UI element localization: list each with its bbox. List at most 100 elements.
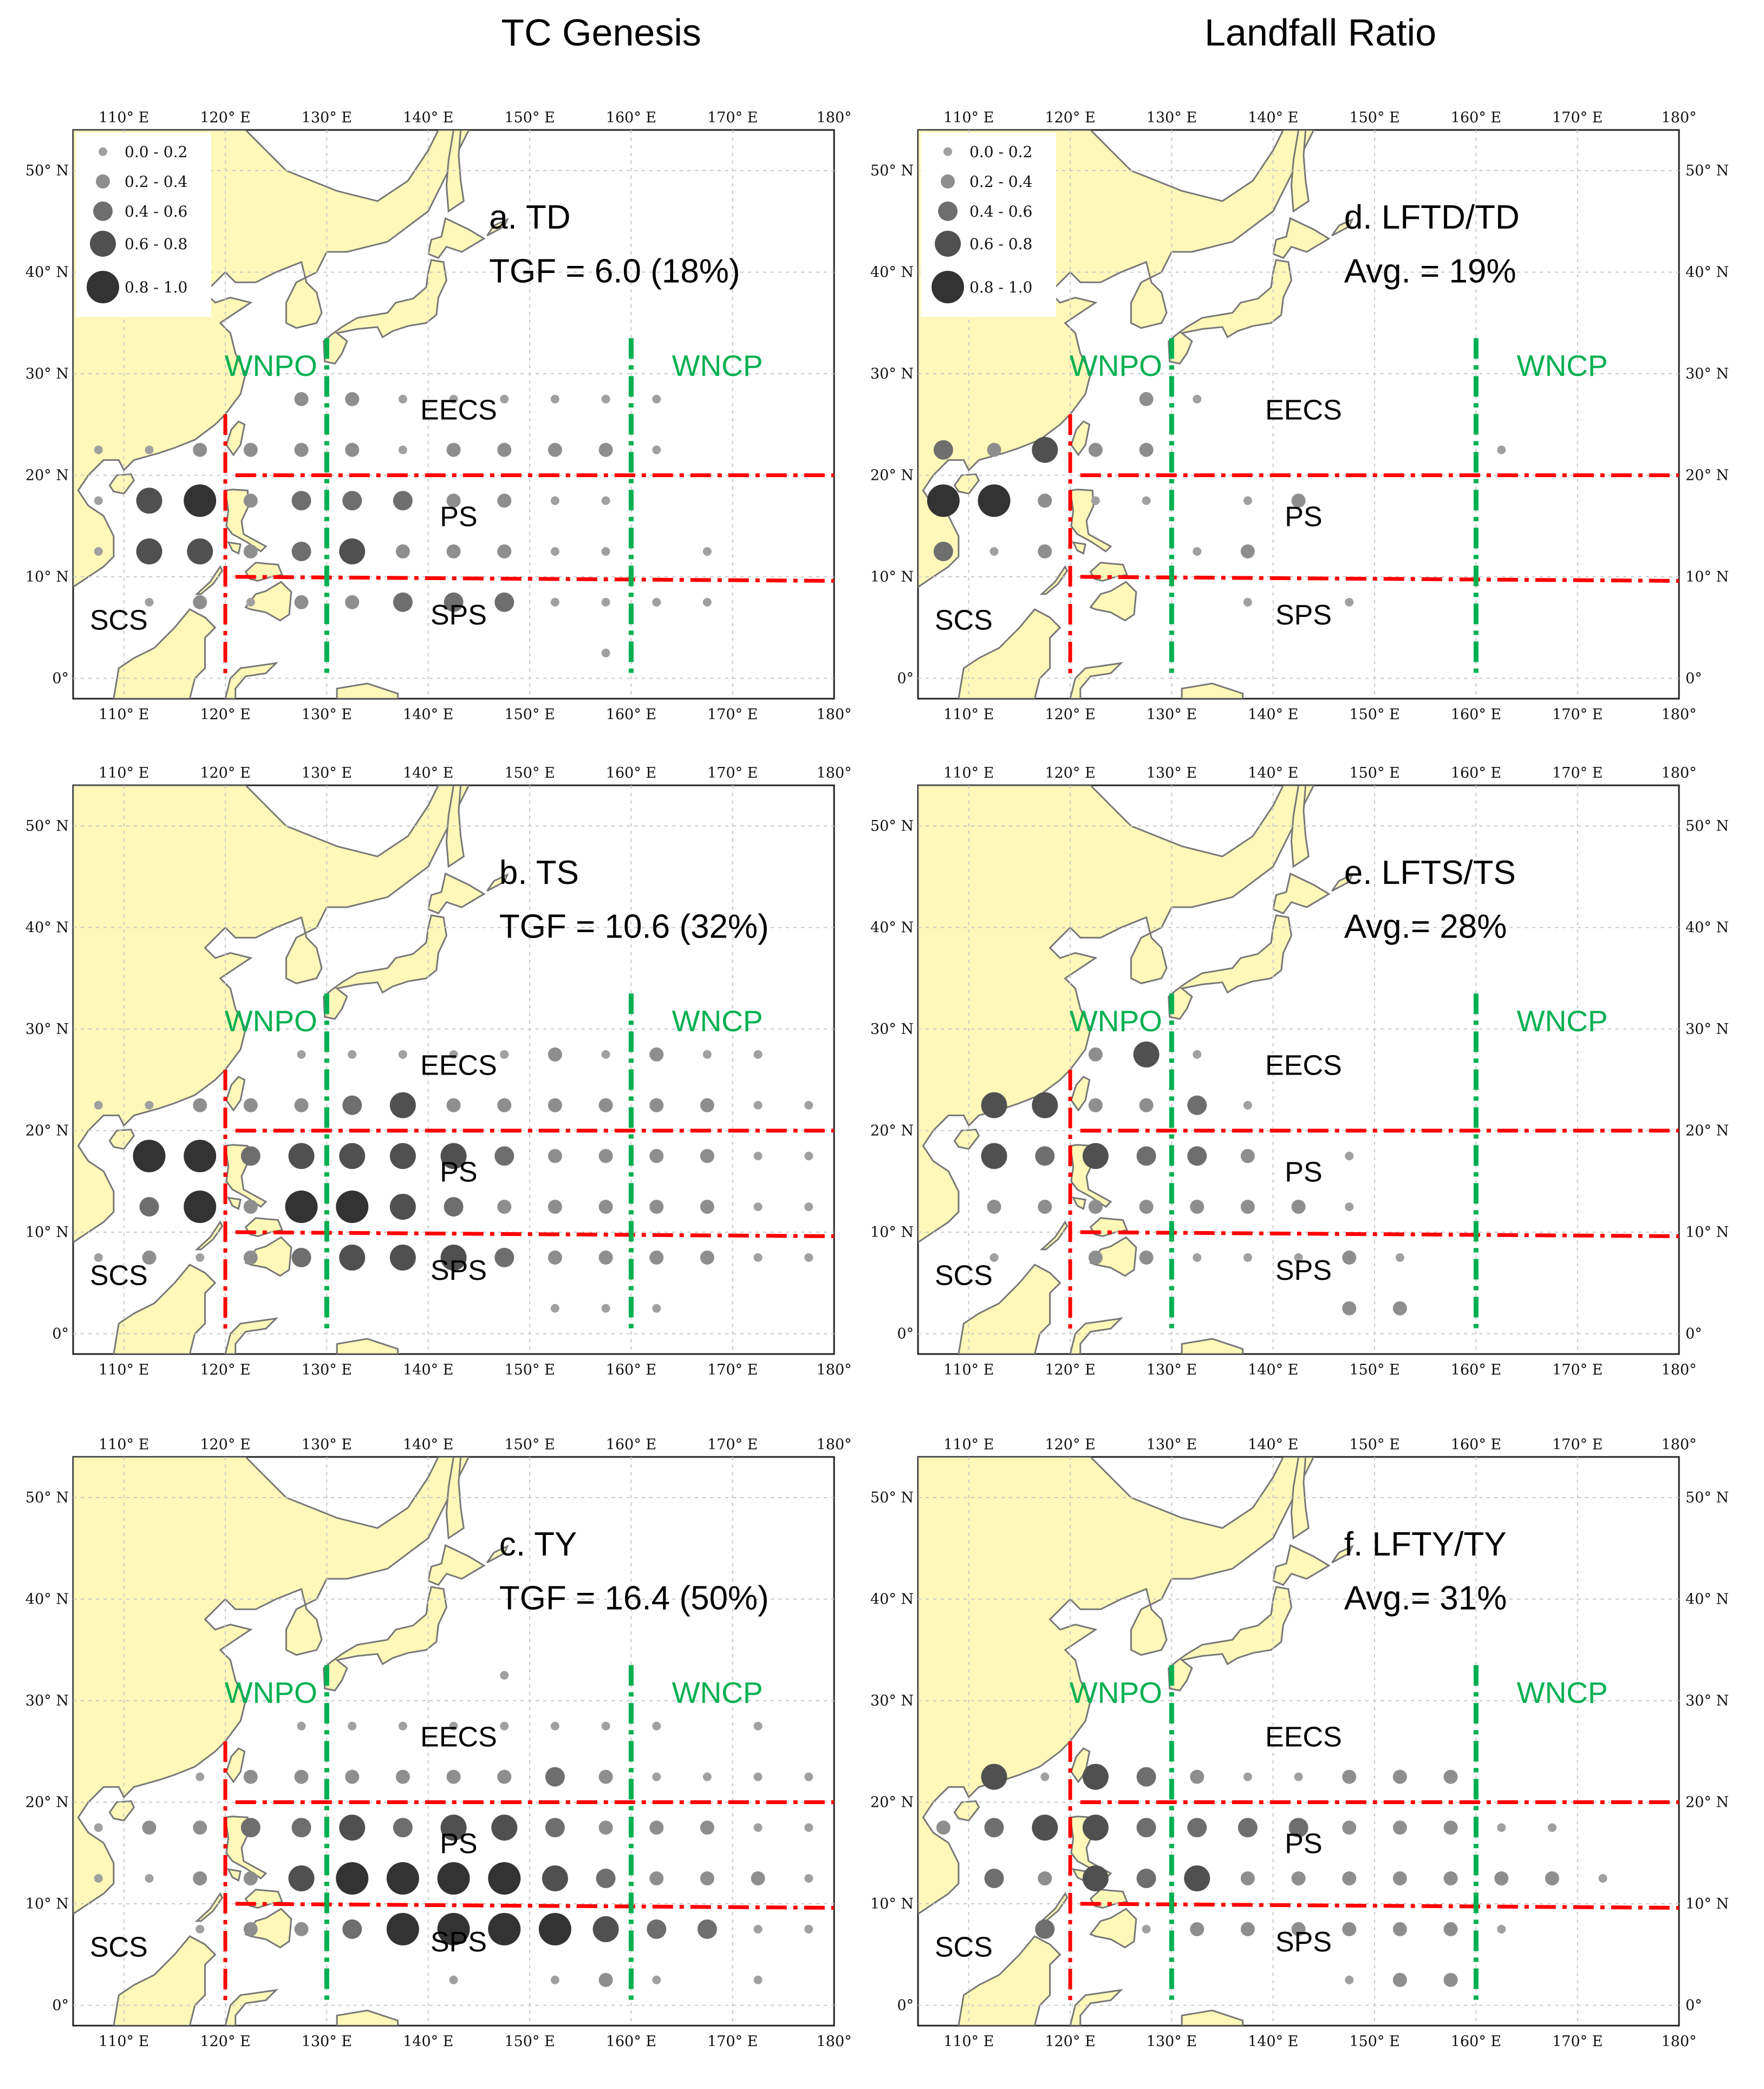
genesis-dot: [1443, 1769, 1458, 1784]
genesis-dot: [1133, 1041, 1160, 1068]
landmass: [1331, 873, 1354, 892]
landmass: [226, 541, 242, 555]
genesis-dot: [1545, 1871, 1559, 1886]
lon-tick-bottom: 170° E: [707, 2033, 758, 2050]
genesis-dot: [987, 442, 1001, 457]
genesis-dot: [142, 1250, 157, 1265]
map-svg-e: EECS PS SPS SCS WNPO WNCP e. LFTS/TS Avg.= 28% 1…: [870, 765, 1729, 1378]
genesis-dot: [700, 1149, 714, 1163]
genesis-dot: [649, 1871, 664, 1886]
region-label-eecs: EECS: [420, 1721, 497, 1753]
lat-tick-right: 40° N: [1685, 1591, 1729, 1608]
panel-stat: Avg. = 19%: [1344, 252, 1516, 290]
landmass: [1069, 662, 1123, 699]
boundary-10n: [1080, 1230, 1679, 1238]
landmass: [224, 1989, 278, 2026]
genesis-dot: [446, 493, 461, 508]
map-content: [918, 785, 1679, 1354]
genesis-dot: [601, 648, 610, 658]
genesis-dot: [193, 1871, 207, 1886]
landmass: [194, 1892, 224, 1922]
genesis-dot: [1187, 1818, 1207, 1838]
landmass: [336, 2009, 399, 2026]
lon-tick-bottom: 170° E: [1552, 1362, 1603, 1378]
genesis-dot: [700, 1871, 714, 1886]
panel-stat: TGF = 16.4 (50%): [499, 1579, 769, 1617]
genesis-dot: [294, 1098, 309, 1112]
genesis-dot: [145, 1874, 154, 1883]
region-label-wncp: WNCP: [672, 1676, 763, 1709]
genesis-dot: [984, 1869, 1004, 1889]
lat-tick-left: 0°: [897, 1326, 914, 1343]
lat-tick-right: 20° N: [1685, 467, 1729, 484]
genesis-dot: [1238, 1818, 1258, 1838]
legend-label: 0.0 - 0.2: [125, 143, 187, 161]
landmass: [225, 420, 246, 457]
genesis-dot: [395, 544, 410, 559]
genesis-dot: [550, 1975, 559, 1984]
lon-tick-top: 140° E: [1248, 109, 1298, 126]
lat-tick-right: 0°: [1685, 671, 1702, 687]
landmass: [427, 217, 486, 259]
size-legend: 0.0 - 0.2 0.2 - 0.4 0.4 - 0.6 0.6 - 0.8 0.8 …: [76, 133, 211, 317]
genesis-dot: [753, 1772, 763, 1781]
region-label-wnpo: WNPO: [1070, 1676, 1162, 1709]
map-panel-d-lftd: EECS PS SPS SCS WNPO WNCP d. LFTD/TD Avg. = 19%…: [870, 103, 1733, 726]
lat-tick-left: 0°: [897, 671, 914, 687]
genesis-dot: [449, 1721, 458, 1730]
lat-tick-left: 50° N: [870, 162, 914, 179]
lon-tick-bottom: 130° E: [302, 2033, 352, 2050]
lon-tick-top: 180°: [1661, 1436, 1696, 1453]
genesis-dot: [1291, 1922, 1306, 1936]
left-column-title: TC Genesis: [501, 11, 701, 54]
lon-tick-top: 160° E: [1451, 1436, 1501, 1453]
lon-tick-bottom: 160° E: [606, 706, 656, 723]
landmass: [486, 873, 509, 892]
genesis-dot: [601, 597, 610, 607]
genesis-dot: [94, 547, 103, 556]
landmass: [224, 662, 278, 699]
genesis-dot: [601, 1721, 610, 1730]
map-panel-a-td: EECS PS SPS SCS WNPO WNCP a. TD TGF = 6.0 (18%)…: [25, 103, 856, 726]
lat-tick-left: 40° N: [870, 920, 914, 936]
lon-tick-top: 180°: [1661, 765, 1696, 782]
lat-tick-left: 50° N: [25, 162, 69, 179]
lat-tick-right: 30° N: [1685, 1021, 1729, 1038]
landmass: [244, 1908, 292, 1949]
region-label-wncp: WNCP: [1517, 1004, 1608, 1038]
landmass: [427, 1544, 486, 1586]
lat-tick-left: 40° N: [870, 264, 914, 281]
lon-tick-top: 110° E: [99, 1436, 149, 1453]
genesis-dot: [1082, 1143, 1109, 1169]
landmass: [1089, 1908, 1137, 1949]
genesis-dot: [550, 496, 559, 505]
genesis-dot: [1345, 1975, 1354, 1984]
landmass: [1069, 1989, 1123, 2026]
lon-tick-bottom: 170° E: [1552, 706, 1603, 723]
genesis-dot: [243, 1200, 258, 1214]
genesis-dot: [804, 1823, 813, 1832]
genesis-dot: [446, 544, 461, 559]
landmass: [1272, 1544, 1331, 1586]
region-label-scs: SCS: [935, 1932, 993, 1963]
genesis-dot: [500, 394, 509, 404]
genesis-dot: [1243, 496, 1252, 505]
landmass: [1181, 2009, 1244, 2026]
genesis-dot: [1082, 1814, 1109, 1841]
genesis-dot: [649, 1200, 664, 1214]
genesis-dot: [94, 1101, 103, 1110]
lon-tick-bottom: 120° E: [200, 1362, 250, 1378]
lon-tick-bottom: 160° E: [606, 1362, 656, 1378]
genesis-dot: [753, 1721, 763, 1730]
lon-tick-bottom: 130° E: [302, 706, 352, 723]
lon-tick-top: 140° E: [1248, 765, 1298, 782]
genesis-dot: [184, 1190, 217, 1224]
genesis-dot: [494, 1247, 515, 1267]
genesis-dot: [1243, 1253, 1252, 1262]
genesis-dot: [649, 1098, 664, 1112]
landmass: [323, 914, 447, 1020]
lon-tick-bottom: 110° E: [99, 2033, 149, 2050]
genesis-dot: [1088, 1250, 1103, 1265]
genesis-dot: [297, 1050, 306, 1059]
genesis-dot: [1342, 1820, 1357, 1835]
